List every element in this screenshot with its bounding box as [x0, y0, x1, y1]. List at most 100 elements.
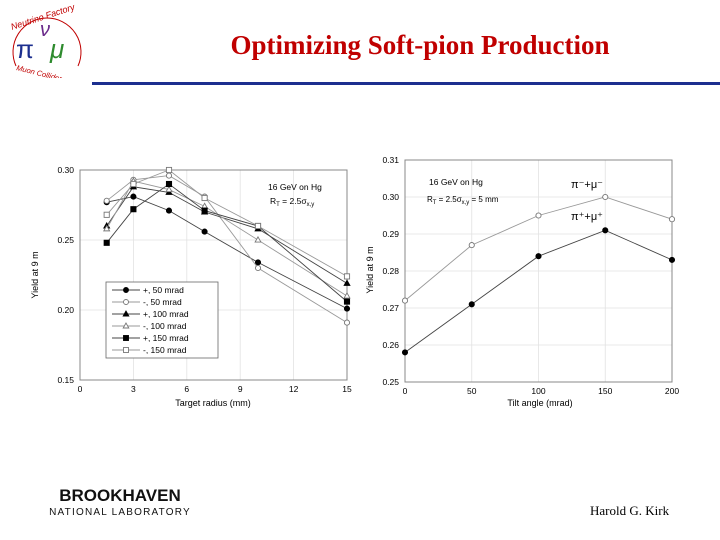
chart1-series-line: [106, 175, 348, 323]
chart2-data-point: [401, 349, 409, 356]
chart1-xtick-label: 3: [131, 384, 136, 394]
chart2-gridlines: [404, 159, 673, 383]
chart1-annotation-line2: RT = 2.5σx,y: [270, 196, 314, 208]
lab-name: BROOKHAVEN: [59, 486, 181, 505]
chart1-legend-marker: [123, 347, 129, 353]
chart1-data-point: [201, 228, 208, 235]
chart1-data-point: [201, 194, 208, 202]
title-rule: [92, 82, 720, 85]
chart1-data-point: [343, 279, 351, 286]
chart1-data-point: [343, 319, 351, 326]
lab-subtitle: NATIONAL LABORATORY: [49, 507, 191, 518]
logo-symbol-mu: μ: [49, 34, 64, 64]
chart2-data-point: [468, 242, 475, 249]
chart2-x-ticks: 0 50 100 150 200: [403, 386, 680, 396]
chart1-xtick-label: 9: [238, 384, 243, 394]
chart1-legend-box: [105, 281, 219, 359]
logo-text-bottom: Muon Collider: [16, 63, 64, 78]
chart1-y-ticks: 0.15 0.20 0.25 0.30: [57, 165, 74, 385]
chart1-xlabel: Target radius (mm): [175, 398, 251, 408]
page-title: Optimizing Soft-pion Production: [230, 30, 610, 60]
chart1-ytick-label: 0.25: [57, 235, 74, 245]
chart1-legend: +, 50 mrad -, 50 mrad +, 100 mrad -, 100 mr…: [105, 281, 219, 359]
chart2-data-point: [602, 227, 609, 234]
chart2-data-point: [535, 253, 542, 260]
chart2-xtick-label: 50: [467, 386, 477, 396]
chart1-legend-label: +, 150 mrad: [143, 333, 189, 343]
chart2-ytick-label: 0.25: [382, 377, 399, 387]
chart2-annotation-line2: RT = 2.5σx,y = 5 mm: [427, 195, 499, 206]
chart-target-radius: 0.15 0.20 0.25 0.30 0 3 6 9 12 15 Target radius …: [30, 165, 352, 408]
chart1-ytick-label: 0.20: [57, 305, 74, 315]
chart1-xtick-label: 12: [289, 384, 299, 394]
chart1-data-point: [165, 185, 173, 193]
chart2-ytick-label: 0.26: [382, 340, 399, 350]
logo-symbol-top: ν: [40, 19, 50, 41]
chart1-xtick-label: 0: [78, 384, 83, 394]
chart1-legend-marker: [123, 299, 129, 305]
chart1-data-point: [201, 207, 208, 214]
chart2-series-label-plus: π⁺+μ⁺: [571, 211, 603, 223]
chart1-data-point: [343, 273, 351, 280]
chart1-data-point: [130, 206, 137, 213]
chart1-data-point: [165, 172, 173, 179]
chart1-legend-marker: [122, 322, 130, 329]
chart1-legend-marker: [123, 287, 129, 293]
chart2-xtick-label: 200: [665, 386, 679, 396]
chart2-ytick-label: 0.29: [382, 229, 399, 239]
chart1-data-point: [254, 259, 262, 266]
chart1-data-point: [130, 193, 137, 200]
chart2-xlabel: Tilt angle (mrad): [507, 398, 572, 408]
chart1-data-point: [103, 224, 111, 232]
chart2-y-ticks: 0.25 0.26 0.27 0.28 0.29 0.30 0.31: [382, 155, 399, 387]
chart1-x-ticks: 0 3 6 9 12 15: [78, 384, 352, 394]
chart1-legend-label: +, 50 mrad: [143, 285, 184, 295]
chart2-annotation-line1: 16 GeV on Hg: [429, 177, 483, 187]
chart2-series-label-minus: π⁻+μ⁻: [571, 179, 603, 191]
chart1-series-line: [106, 169, 348, 277]
chart1-ytick-label: 0.30: [57, 165, 74, 175]
chart1-annotation-line1: 16 GeV on Hg: [268, 182, 322, 192]
chart-tilt-angle: 0.25 0.26 0.27 0.28 0.29 0.30 0.31 0 50 100 150 20…: [365, 155, 680, 408]
chart1-series: [103, 166, 351, 326]
chart2-data-point: [668, 256, 676, 263]
logo-symbol-pi: π: [16, 34, 34, 64]
chart2-ylabel: Yield at 9 m: [365, 246, 375, 293]
chart2-ytick-label: 0.27: [382, 303, 399, 313]
author-name: Harold G. Kirk: [590, 503, 670, 518]
chart1-series-line: [106, 180, 348, 297]
chart2-plot-area: [404, 159, 673, 383]
neutrino-factory-logo: Neutrino Factory ν π μ Muon Collider: [10, 4, 82, 78]
chart1-data-point: [254, 235, 262, 243]
chart2-xtick-label: 150: [598, 386, 612, 396]
chart1-data-point: [103, 197, 110, 204]
chart1-ytick-label: 0.15: [57, 375, 74, 385]
chart1-series-line: [106, 183, 348, 302]
chart1-legend-marker: [123, 335, 129, 341]
chart2-xtick-label: 100: [531, 386, 545, 396]
chart2-data-point: [468, 301, 475, 308]
chart1-ylabel: Yield at 9 m: [30, 251, 40, 298]
chart2-xtick-label: 0: [403, 386, 408, 396]
chart1-data-point: [165, 207, 173, 214]
chart1-data-point: [343, 298, 351, 305]
chart2-ytick-label: 0.30: [382, 192, 399, 202]
brookhaven-logo: BROOKHAVEN NATIONAL LABORATORY: [49, 486, 191, 518]
chart2-data-point: [535, 212, 542, 219]
chart1-data-point: [343, 291, 351, 299]
chart1-data-point: [343, 305, 351, 312]
chart2-data-point: [401, 297, 409, 304]
chart1-xtick-label: 15: [342, 384, 352, 394]
chart2-ytick-label: 0.28: [382, 266, 399, 276]
chart2-data-point: [668, 216, 676, 223]
chart1-data-point: [165, 166, 173, 174]
chart1-xtick-label: 6: [184, 384, 189, 394]
chart1-data-point: [165, 180, 173, 188]
chart2-series: [401, 193, 676, 356]
chart1-data-point: [103, 211, 110, 218]
chart1-legend-label: -, 100 mrad: [143, 321, 187, 331]
chart2-data-point: [602, 193, 609, 201]
chart1-legend-label: -, 50 mrad: [143, 297, 182, 307]
chart1-series-line: [106, 196, 348, 309]
chart1-series-line: [106, 186, 348, 284]
